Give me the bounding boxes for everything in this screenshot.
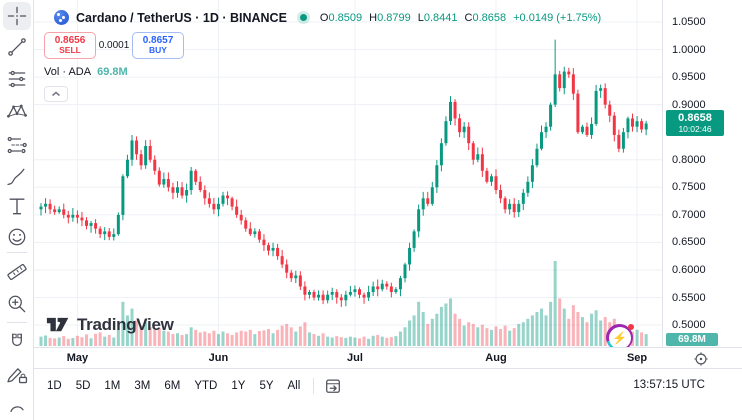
range-button-6m[interactable]: 6M bbox=[164, 380, 181, 392]
tradingview-watermark: TradingView bbox=[46, 314, 174, 336]
market-status-icon[interactable] bbox=[299, 14, 307, 21]
date-range-buttons: 1D 5D 1M 3M 6M YTD 1Y 5Y All bbox=[40, 375, 346, 397]
price-tick-label: 0.6000 bbox=[672, 263, 706, 276]
range-button-all[interactable]: All bbox=[287, 380, 301, 392]
zoom-in-tool-icon[interactable] bbox=[3, 290, 31, 318]
range-button-ytd[interactable]: YTD bbox=[194, 380, 218, 392]
clock-utc[interactable]: 13:57:15 UTC bbox=[633, 379, 705, 391]
boost-badge-icon[interactable]: ⚡ bbox=[606, 324, 634, 351]
price-tick-label: 0.5500 bbox=[672, 291, 706, 304]
drawing-toolbar bbox=[0, 0, 34, 420]
high-value: 0.8799 bbox=[377, 11, 411, 24]
price-tick-label: 0.7500 bbox=[672, 181, 706, 194]
collapse-legend-button[interactable] bbox=[44, 86, 68, 102]
bottom-toolbar: 1D 5D 1M 3M 6M YTD 1Y 5Y All 13:57:15 UTC bbox=[34, 368, 742, 420]
range-button-5d[interactable]: 5D bbox=[75, 380, 91, 392]
price-tick-label: 0.6500 bbox=[672, 236, 706, 249]
volume-axis-badge: 69.8M bbox=[666, 333, 718, 346]
range-button-1m[interactable]: 1M bbox=[104, 380, 121, 392]
notification-dot bbox=[628, 324, 634, 330]
last-price-badge: 0.8658 10:02:46 bbox=[666, 110, 724, 136]
symbol-row: Cardano / TetherUS · 1D · BINANCE O0.850… bbox=[54, 10, 601, 25]
xabcd-pattern-tool-icon[interactable] bbox=[3, 98, 31, 126]
fib-retracement-tool-icon[interactable] bbox=[3, 65, 31, 93]
range-button-1y[interactable]: 1Y bbox=[231, 380, 246, 392]
sell-button[interactable]: 0.8656 SELL bbox=[44, 32, 96, 59]
volume-value: 69.8M bbox=[97, 66, 128, 78]
volume-legend[interactable]: Vol · ADA 69.8M bbox=[44, 66, 128, 78]
brush-tool-icon[interactable] bbox=[3, 163, 31, 191]
trade-buttons-row: 0.8656 SELL 0.0001 0.8657 BUY bbox=[44, 32, 184, 59]
price-axis[interactable]: 0.8658 10:02:46 69.8M 1.0500 1.0000 0.9500… bbox=[662, 0, 742, 347]
price-tick-label: 1.0500 bbox=[672, 16, 706, 28]
price-tick-label: 0.9500 bbox=[672, 71, 706, 84]
hidden-tool-icon[interactable] bbox=[3, 394, 31, 420]
buy-button[interactable]: 0.8657 BUY bbox=[132, 32, 184, 59]
cardano-logo-icon bbox=[54, 10, 69, 25]
candle-countdown: 10:02:46 bbox=[678, 124, 712, 134]
toolbar-divider bbox=[313, 378, 315, 394]
trend-line-tool-icon[interactable] bbox=[3, 33, 31, 61]
toolbar-divider bbox=[7, 322, 27, 323]
tradingview-logo-icon bbox=[46, 317, 69, 332]
open-value: 0.8509 bbox=[328, 11, 363, 24]
watermark-text: TradingView bbox=[77, 315, 174, 334]
time-tick-label: May bbox=[66, 352, 89, 364]
volume-label: Vol · ADA bbox=[44, 66, 92, 78]
text-tool-icon[interactable] bbox=[3, 192, 31, 220]
range-button-1d[interactable]: 1D bbox=[47, 380, 62, 392]
chevron-up-icon bbox=[51, 91, 61, 97]
lock-drawings-tool-icon[interactable] bbox=[3, 360, 31, 388]
price-tick-label: 0.8000 bbox=[672, 153, 706, 166]
price-tick-label: 0.5000 bbox=[672, 319, 706, 332]
price-tick-label: 1.0000 bbox=[672, 43, 706, 56]
axis-settings-gear-icon[interactable] bbox=[692, 350, 710, 368]
ohlc-values: O0.8509 H0.8799 L0.8441 C0.8658 +0.0149 … bbox=[319, 11, 602, 24]
low-value: 0.8441 bbox=[423, 11, 458, 24]
forecast-tool-icon[interactable] bbox=[3, 131, 31, 159]
time-tick-label: Jul bbox=[346, 352, 363, 364]
emoji-tool-icon[interactable] bbox=[3, 223, 31, 251]
spread-value: 0.0001 bbox=[98, 40, 130, 51]
time-tick-label: Aug bbox=[485, 352, 507, 364]
crosshair-tool-icon[interactable] bbox=[3, 2, 31, 30]
toolbar-divider bbox=[7, 252, 27, 253]
magnet-tool-icon[interactable] bbox=[3, 328, 31, 356]
close-value: 0.8658 bbox=[472, 11, 507, 24]
change-value: +0.0149 (+1.75%) bbox=[513, 11, 602, 24]
time-axis[interactable]: May Jun Jul Aug Sep bbox=[34, 347, 742, 368]
range-button-5y[interactable]: 5Y bbox=[259, 380, 274, 392]
symbol-title[interactable]: Cardano / TetherUS · 1D · BINANCE bbox=[76, 10, 287, 25]
price-tick-label: 0.9000 bbox=[672, 98, 706, 111]
go-to-date-icon[interactable] bbox=[320, 375, 346, 397]
measure-tool-icon[interactable] bbox=[3, 258, 31, 286]
price-tick-label: 0.7000 bbox=[672, 208, 706, 221]
range-button-3m[interactable]: 3M bbox=[134, 380, 151, 392]
time-tick-label: Jun bbox=[208, 352, 229, 364]
time-tick-label: Sep bbox=[626, 352, 648, 364]
